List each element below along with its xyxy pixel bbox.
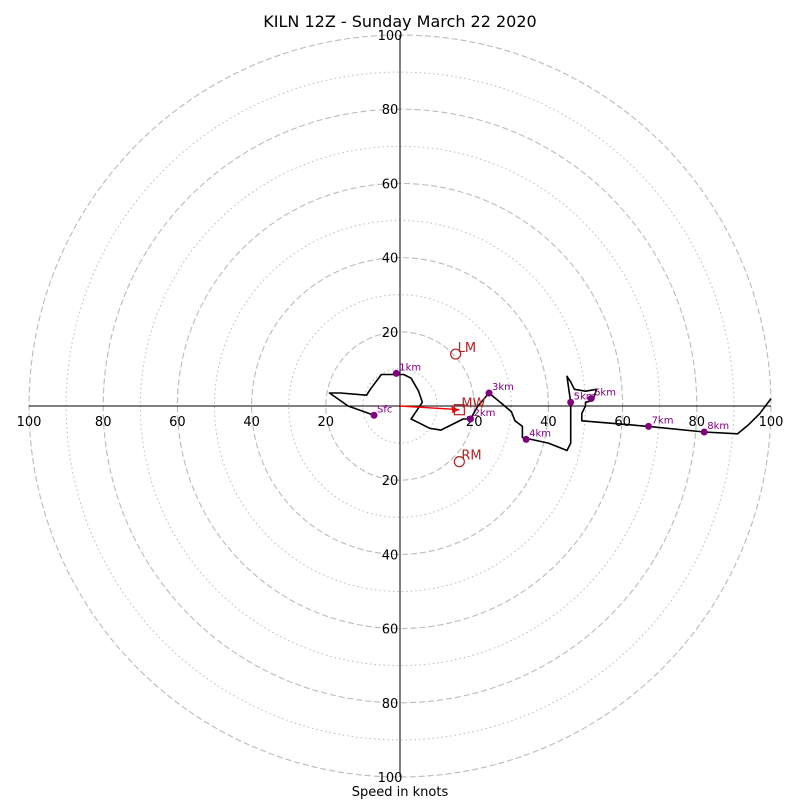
height-label-4km: 4km [529, 428, 551, 439]
hodograph-trace [328, 373, 772, 452]
tick-right-80: 80 [689, 415, 706, 430]
wind-profile [328, 373, 772, 452]
height-marker-7km [645, 422, 653, 430]
tick-left-40: 40 [243, 415, 260, 430]
tick-left-60: 60 [169, 415, 186, 430]
height-label-7km: 7km [652, 415, 674, 426]
storm-motion-lm-label: LM [458, 341, 476, 356]
height-marker-1km [392, 369, 400, 377]
height-marker-8km [700, 428, 708, 436]
tick-left-20: 20 [318, 415, 335, 430]
tick-right-100: 100 [759, 415, 784, 430]
storm-motion-rm-marker [453, 456, 465, 468]
height-marker-3km [485, 389, 493, 397]
tick-bottom-80: 80 [382, 697, 399, 712]
storm-motion-markers: LM MW RM [450, 341, 486, 468]
tick-top-100: 100 [378, 29, 403, 44]
tick-bottom-40: 40 [382, 548, 399, 563]
tick-bottom-60: 60 [382, 623, 399, 638]
height-label-8km: 8km [707, 421, 729, 432]
height-marker-4km [522, 435, 530, 443]
mean-wind-arrowhead [451, 406, 460, 414]
height-label-1km: 1km [399, 362, 421, 373]
x-axis-label: Speed in knots [352, 785, 449, 800]
tick-right-60: 60 [614, 415, 631, 430]
tick-right-40: 40 [540, 415, 557, 430]
chart-title: KILN 12Z - Sunday March 22 2020 [263, 12, 536, 31]
tick-bottom-20: 20 [382, 474, 399, 489]
storm-motion-lm-marker [450, 348, 462, 360]
storm-motion-mw-label: MW [461, 397, 485, 412]
tick-top-20: 20 [382, 326, 399, 341]
tick-bottom-100: 100 [378, 771, 403, 786]
tick-left-80: 80 [95, 415, 112, 430]
tick-top-80: 80 [382, 103, 399, 118]
height-marker-sfc [370, 411, 378, 419]
height-marker-2km [466, 415, 474, 423]
height-label-2km: 2km [473, 408, 495, 419]
height-label-6km: 6km [594, 388, 616, 399]
height-label-3km: 3km [492, 382, 514, 393]
storm-motion-mw-marker [453, 404, 465, 416]
height-label-sfc: Sfc [377, 404, 392, 415]
tick-labels: 100 100 100 100 80 80 80 80 60 60 60 60 40 40 40 40 20 20… [17, 29, 784, 786]
mean-wind-vector [399, 405, 460, 411]
storm-motion-rm-label: RM [461, 449, 481, 464]
tick-top-60: 60 [382, 177, 399, 192]
height-label-5km: 5km [574, 391, 596, 402]
tick-left-100: 100 [17, 415, 42, 430]
tick-top-40: 40 [382, 252, 399, 267]
height-marker-6km [587, 395, 595, 403]
height-marker-5km [567, 398, 575, 406]
